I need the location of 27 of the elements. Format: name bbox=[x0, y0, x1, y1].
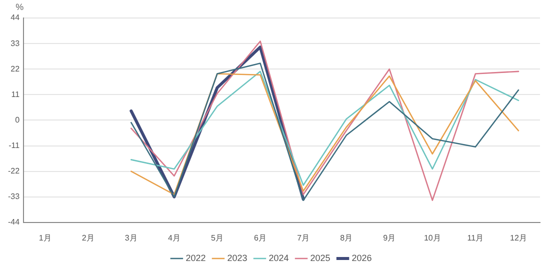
y-tick-label: 44 bbox=[10, 13, 20, 22]
y-tick-label: 0 bbox=[15, 115, 20, 124]
x-tick-label: 3月 bbox=[124, 233, 138, 242]
x-tick-label: 12月 bbox=[510, 233, 527, 242]
legend-label: 2024 bbox=[268, 252, 289, 263]
y-axis-title: % bbox=[16, 2, 24, 12]
legend-label: 2023 bbox=[227, 252, 248, 263]
x-tick-label: 5月 bbox=[211, 233, 224, 242]
y-tick-label: 33 bbox=[10, 38, 20, 48]
y-tick-label: 11 bbox=[11, 90, 20, 99]
x-tick-label: 10月 bbox=[424, 233, 441, 242]
x-tick-label: 6月 bbox=[254, 233, 266, 242]
y-tick-label: -11 bbox=[8, 140, 20, 150]
y-tick-label: -33 bbox=[8, 192, 20, 202]
legend-label: 2025 bbox=[310, 252, 330, 263]
y-tick-label: 22 bbox=[10, 64, 20, 74]
legend-label: 2022 bbox=[186, 252, 206, 263]
y-tick-label: -44 bbox=[8, 218, 20, 227]
x-tick-label: 1月 bbox=[38, 233, 52, 242]
x-tick-label: 9月 bbox=[383, 233, 396, 242]
x-tick-label: 2月 bbox=[82, 233, 94, 242]
x-tick-label: 8月 bbox=[340, 233, 353, 242]
x-tick-label: 11月 bbox=[467, 233, 484, 242]
legend-label: 2026 bbox=[352, 252, 372, 263]
x-tick-label: 4月 bbox=[168, 233, 180, 242]
x-tick-label: 7月 bbox=[297, 233, 310, 242]
y-tick-label: -22 bbox=[8, 166, 20, 176]
